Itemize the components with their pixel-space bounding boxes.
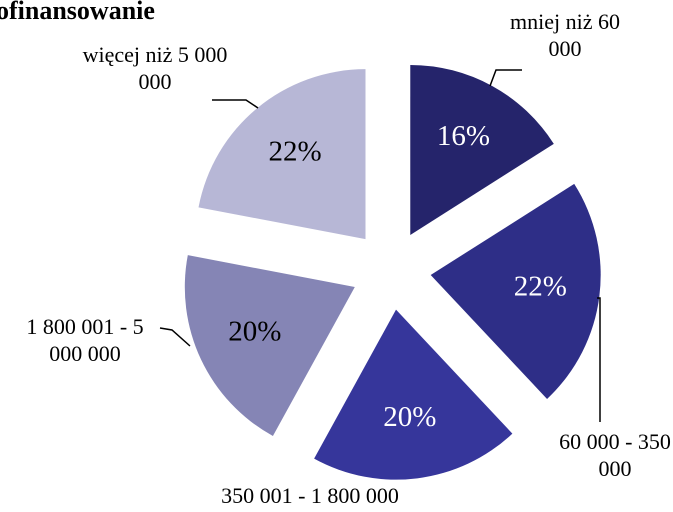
chart-title: ofinansowanie xyxy=(0,0,155,25)
category-label: 60 000 - 350 000 xyxy=(559,429,671,481)
value-label: 16% xyxy=(437,120,490,152)
pie-slice xyxy=(184,255,355,437)
category-label: mniej niż 60 000 xyxy=(510,9,620,61)
leader-line xyxy=(212,99,259,109)
pie-slice xyxy=(410,64,554,235)
value-label: 20% xyxy=(383,401,436,433)
pie-slice xyxy=(314,309,513,480)
value-label: 20% xyxy=(228,316,281,348)
category-label: 350 001 - 1 800 000 xyxy=(221,483,399,508)
category-label: więcej niż 5 000 000 xyxy=(82,42,228,94)
value-label: 22% xyxy=(514,271,567,303)
pie-slice xyxy=(198,69,366,240)
leader-line xyxy=(489,69,522,87)
pie-slice xyxy=(430,183,601,399)
value-label: 22% xyxy=(268,136,321,168)
leader-line xyxy=(597,297,601,422)
leader-line xyxy=(159,327,191,347)
category-label: 1 800 001 - 5 000 000 xyxy=(26,314,144,366)
